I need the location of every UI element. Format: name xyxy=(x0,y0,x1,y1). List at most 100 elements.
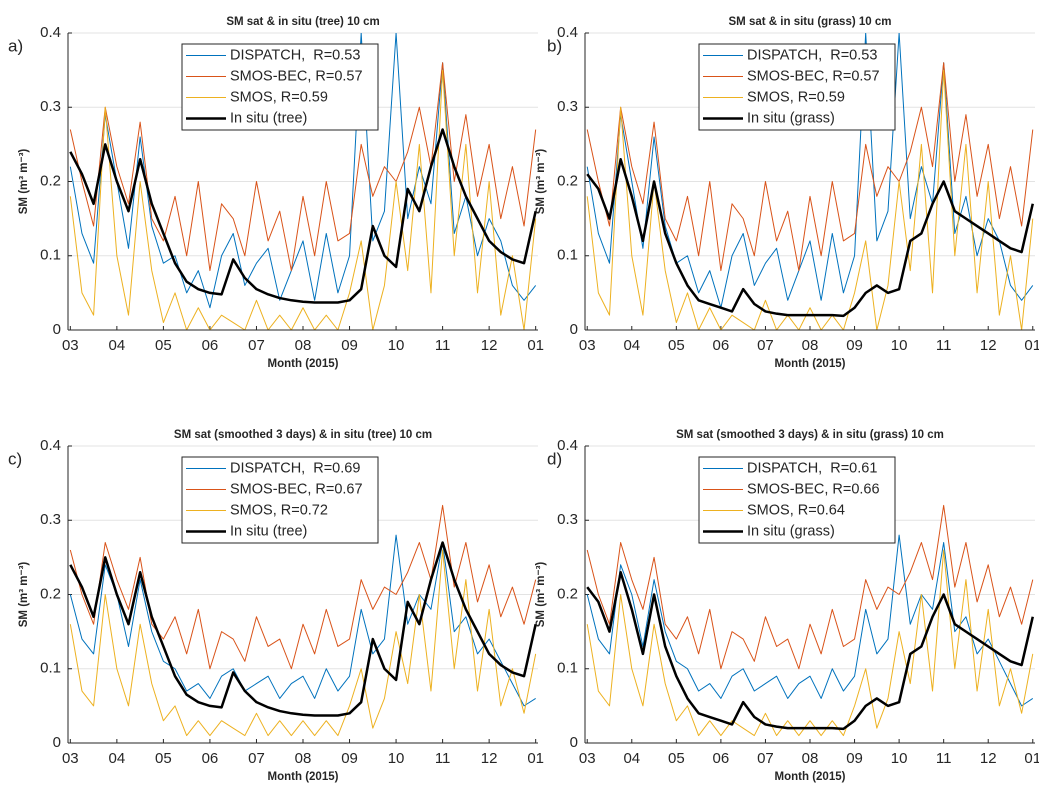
series-line xyxy=(586,549,1034,737)
x-tick-label: 12 xyxy=(481,750,498,767)
x-tick-label: 01 xyxy=(527,337,544,354)
legend-label: SMOS, R=0.72 xyxy=(230,502,328,518)
x-axis-label: Month (2015) xyxy=(268,771,339,783)
series-line xyxy=(586,157,1034,318)
y-tick-label: 0.1 xyxy=(40,660,61,677)
x-tick-label: 03 xyxy=(579,750,596,767)
series-line xyxy=(586,62,1034,272)
series-line xyxy=(586,534,1034,707)
legend-label: DISPATCH, R=0.69 xyxy=(230,460,360,476)
x-tick-label: 10 xyxy=(388,337,405,354)
legend-label: SMOS-BEC, R=0.66 xyxy=(747,481,880,497)
x-tick-label: 05 xyxy=(668,750,685,767)
x-tick-label: 03 xyxy=(62,337,79,354)
legend-box xyxy=(698,43,896,131)
series-line xyxy=(586,504,1034,670)
x-axis-label: Month (2015) xyxy=(775,358,846,370)
x-tick-label: 07 xyxy=(248,337,265,354)
legend-label: SMOS-BEC, R=0.67 xyxy=(230,481,363,497)
x-tick-label: 12 xyxy=(980,337,997,354)
y-axis-label: SM (m³ m⁻³) xyxy=(535,149,547,215)
x-tick-label: 04 xyxy=(623,337,640,354)
legend: DISPATCH, R=0.69 SMOS-BEC, R=0.67 SMOS, R=… xyxy=(181,456,379,544)
x-tick-label: 08 xyxy=(295,337,312,354)
x-tick-label: 10 xyxy=(388,750,405,767)
x-tick-label: 09 xyxy=(846,750,863,767)
y-tick-label: 0.3 xyxy=(40,511,61,528)
subplot: 0 0.1 0.2 0.3 0.4 03 04 05 06 07 08 09 10 11 12 01 SM sa… xyxy=(535,16,1039,370)
y-tick-label: 0 xyxy=(53,321,61,338)
x-tick-label: 08 xyxy=(295,750,312,767)
y-tick-label: 0.2 xyxy=(40,172,61,189)
series-line xyxy=(586,69,1034,330)
y-tick-label: 0 xyxy=(570,321,578,338)
subplot: 0 0.1 0.2 0.3 0.4 03 04 05 06 07 08 09 10 11 12 01 SM sa… xyxy=(535,429,1039,783)
x-axis-label: Month (2015) xyxy=(268,358,339,370)
x-tick-label: 10 xyxy=(891,337,908,354)
x-tick-label: 01 xyxy=(527,750,544,767)
x-tick-label: 06 xyxy=(713,750,730,767)
legend-label: DISPATCH, R=0.61 xyxy=(747,460,877,476)
x-tick-label: 04 xyxy=(623,750,640,767)
chart-title: SM sat (smoothed 3 days) & in situ (gras… xyxy=(676,429,944,441)
legend-label: SMOS-BEC, R=0.57 xyxy=(230,68,363,84)
legend-label: In situ (grass) xyxy=(747,523,835,539)
y-tick-label: 0.1 xyxy=(40,247,61,264)
legend: DISPATCH, R=0.61 SMOS-BEC, R=0.66 SMOS, R=… xyxy=(698,456,896,544)
series-line xyxy=(69,541,537,717)
panel-label: d) xyxy=(547,449,562,468)
x-tick-label: 07 xyxy=(757,750,774,767)
legend: DISPATCH, R=0.53 SMOS-BEC, R=0.57 SMOS, R=… xyxy=(698,43,896,131)
series-group xyxy=(586,33,1034,330)
panel-label: c) xyxy=(8,449,22,468)
x-tick-label: 04 xyxy=(109,750,126,767)
legend-label: In situ (grass) xyxy=(747,110,835,126)
x-tick-label: 06 xyxy=(202,750,219,767)
y-tick-label: 0.1 xyxy=(557,660,578,677)
x-tick-label: 11 xyxy=(936,750,952,767)
x-tick-label: 09 xyxy=(341,337,358,354)
x-tick-label: 11 xyxy=(435,337,451,354)
y-tick-label: 0.2 xyxy=(40,585,61,602)
x-tick-label: 12 xyxy=(980,750,997,767)
series-line xyxy=(69,549,537,737)
y-tick-label: 0.4 xyxy=(40,437,61,454)
x-tick-label: 05 xyxy=(668,337,685,354)
x-tick-label: 08 xyxy=(802,750,819,767)
x-tick-label: 09 xyxy=(341,750,358,767)
x-tick-label: 07 xyxy=(757,337,774,354)
x-tick-label: 04 xyxy=(109,337,126,354)
y-tick-label: 0.1 xyxy=(557,247,578,264)
x-tick-label: 08 xyxy=(802,337,819,354)
legend-label: SMOS, R=0.59 xyxy=(747,89,845,105)
legend-box xyxy=(181,456,379,544)
series-line xyxy=(69,69,537,330)
y-tick-label: 0.3 xyxy=(40,98,61,115)
series-line xyxy=(586,570,1034,731)
y-tick-label: 0.4 xyxy=(557,437,578,454)
x-tick-label: 10 xyxy=(891,750,908,767)
x-tick-label: 01 xyxy=(1024,750,1039,767)
panel-label: b) xyxy=(547,36,562,55)
y-tick-label: 0.3 xyxy=(557,511,578,528)
x-tick-label: 12 xyxy=(481,337,498,354)
y-tick-label: 0.4 xyxy=(40,24,61,41)
y-tick-label: 0.2 xyxy=(557,585,578,602)
x-tick-label: 06 xyxy=(202,337,219,354)
y-axis-label: SM (m³ m⁻³) xyxy=(18,562,30,628)
legend-label: SMOS, R=0.59 xyxy=(230,89,328,105)
y-axis-label: SM (m³ m⁻³) xyxy=(535,562,547,628)
y-tick-label: 0 xyxy=(570,734,578,751)
legend-label: In situ (tree) xyxy=(230,523,307,539)
legend-box xyxy=(698,456,896,544)
x-tick-label: 01 xyxy=(1024,337,1039,354)
y-tick-label: 0.3 xyxy=(557,98,578,115)
x-tick-label: 11 xyxy=(435,750,451,767)
x-tick-label: 05 xyxy=(155,750,172,767)
series-group xyxy=(586,504,1034,737)
chart-title: SM sat & in situ (grass) 10 cm xyxy=(729,16,892,28)
legend-label: DISPATCH, R=0.53 xyxy=(747,47,877,63)
x-tick-label: 07 xyxy=(248,750,265,767)
x-tick-label: 03 xyxy=(579,337,596,354)
